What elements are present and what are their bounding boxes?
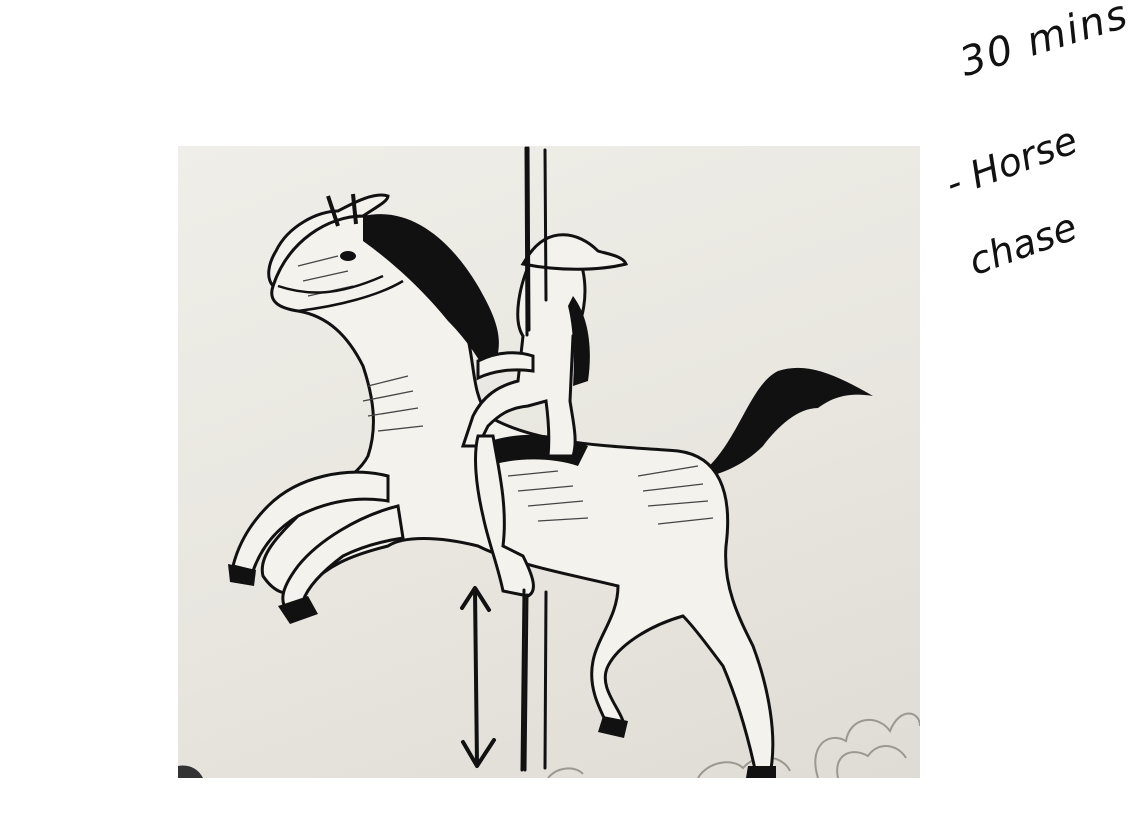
annotation-topic-line1: - Horse bbox=[939, 117, 1084, 206]
horse-bridle bbox=[277, 274, 404, 313]
horse-shading bbox=[297, 255, 714, 525]
rider-leg bbox=[474, 434, 535, 598]
horse-mane bbox=[363, 214, 499, 376]
cowboy-hat-icon bbox=[520, 233, 628, 271]
rider-arm bbox=[476, 351, 535, 381]
annotation-topic-line2: chase bbox=[962, 204, 1083, 284]
cowboy-rider bbox=[460, 233, 628, 598]
annotation-time: 30 mins bbox=[954, 0, 1135, 87]
horse-rider-sketch-photo bbox=[178, 146, 920, 778]
horse-eye bbox=[340, 251, 356, 261]
photo-corner-shadow bbox=[178, 765, 203, 778]
rider-vest bbox=[568, 296, 590, 386]
horse-tail bbox=[698, 367, 873, 478]
horse-head bbox=[267, 193, 390, 289]
horse-hooves bbox=[228, 564, 776, 778]
horse-rider-illustration bbox=[178, 193, 920, 778]
horse-ears bbox=[326, 193, 358, 227]
dust-cloud-icon bbox=[547, 712, 920, 778]
